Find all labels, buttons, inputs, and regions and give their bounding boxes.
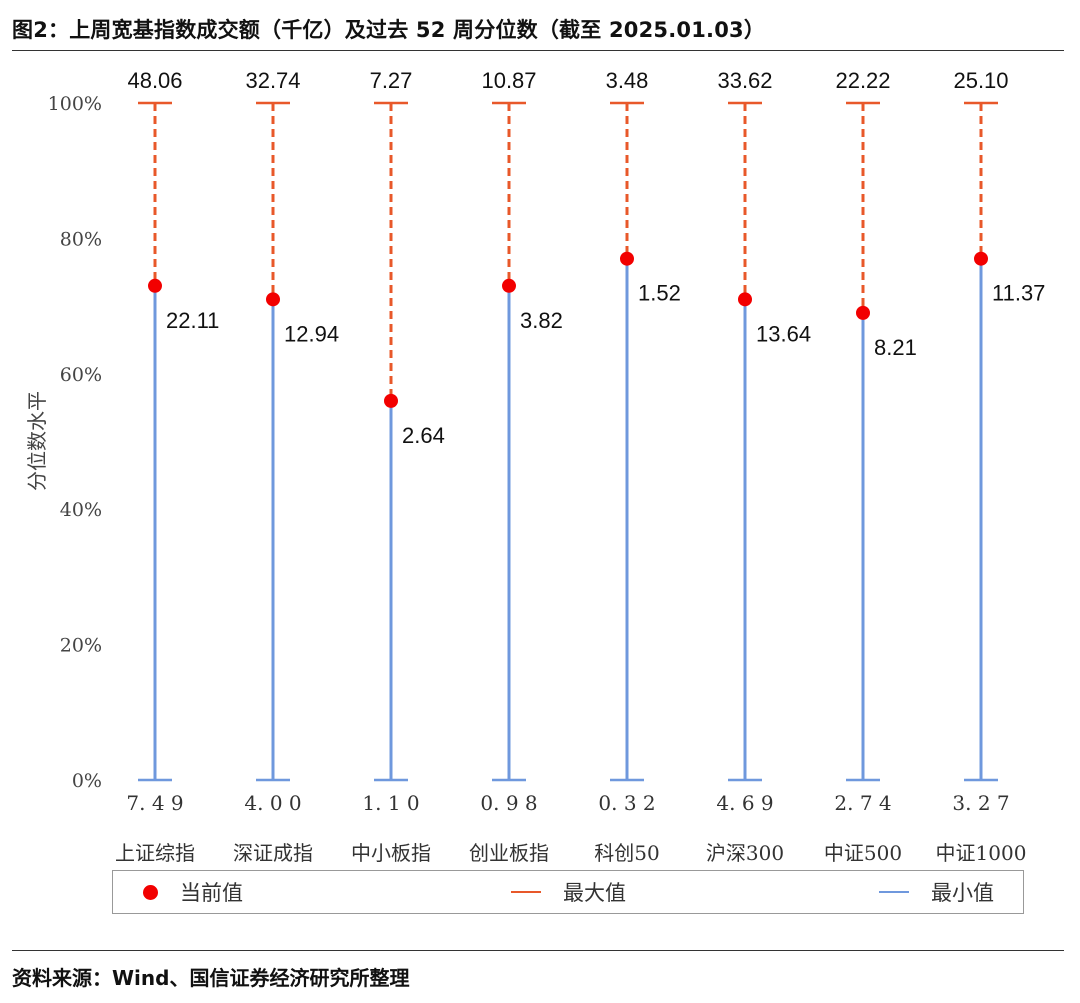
current-point	[266, 292, 280, 307]
y-tick-label: 100%	[48, 93, 102, 115]
min-value-label: 0. 3 2	[598, 791, 655, 815]
category-label: 中证500	[824, 841, 902, 865]
category-label: 科创50	[594, 841, 659, 865]
legend-label-max: 最大值	[563, 881, 626, 905]
category-label: 沪深300	[706, 841, 784, 865]
current-value-label: 11.37	[992, 281, 1045, 306]
figure-title: 图2：上周宽基指数成交额（千亿）及过去 52 周分位数（截至 2025.01.0…	[12, 18, 766, 42]
max-value-label: 33.62	[717, 68, 772, 93]
current-point	[856, 305, 870, 320]
y-axis-label: 分位数水平	[25, 391, 49, 491]
source-rule	[12, 950, 1064, 951]
legend-item-max: 最大值	[511, 871, 626, 913]
max-value-label: 7.27	[370, 68, 413, 93]
legend-item-min: 最小值	[879, 871, 994, 913]
legend: 当前值 最大值 最小值	[112, 870, 1024, 914]
category-label: 深证成指	[233, 841, 313, 865]
current-dot-icon	[143, 884, 158, 900]
current-value-label: 3.82	[520, 308, 563, 333]
current-point	[974, 251, 988, 266]
category-label: 创业板指	[469, 841, 549, 865]
y-axis: 0% 20% 40% 60% 80% 100%	[48, 93, 102, 792]
legend-label-current: 当前值	[180, 881, 243, 905]
y-tick-label: 0%	[72, 770, 102, 792]
current-value-label: 22.11	[166, 308, 219, 333]
min-value-label: 4. 6 9	[716, 791, 773, 815]
current-point	[384, 393, 398, 408]
y-tick-label: 60%	[60, 364, 102, 386]
current-value-label: 13.64	[756, 321, 811, 346]
y-tick-label: 80%	[60, 228, 102, 250]
category-label: 上证综指	[115, 841, 195, 865]
series-layer: 48.06 22.11 7. 4 9 上证综指 32.74 12.94 4. 0 0 深证成指…	[115, 68, 1045, 865]
max-value-label: 22.22	[835, 68, 890, 93]
legend-label-min: 最小值	[931, 881, 994, 905]
current-point	[502, 278, 516, 293]
legend-item-current: 当前值	[143, 871, 243, 913]
min-value-label: 7. 4 9	[126, 791, 183, 815]
min-value-label: 2. 7 4	[834, 791, 891, 815]
title-rule	[12, 50, 1064, 51]
current-value-label: 2.64	[402, 423, 445, 448]
current-point	[738, 292, 752, 307]
category-label: 中证1000	[936, 841, 1027, 865]
max-value-label: 10.87	[481, 68, 536, 93]
source-note: 资料来源：Wind、国信证券经济研究所整理	[12, 966, 410, 990]
category-label: 中小板指	[351, 841, 431, 865]
min-value-label: 4. 0 0	[244, 791, 301, 815]
min-value-label: 0. 9 8	[480, 791, 537, 815]
max-value-label: 25.10	[953, 68, 1008, 93]
max-value-label: 32.74	[245, 68, 300, 93]
y-tick-label: 20%	[60, 635, 102, 657]
y-tick-label: 40%	[60, 499, 102, 521]
min-value-label: 3. 2 7	[952, 791, 1009, 815]
max-dash-icon	[511, 891, 541, 893]
max-value-label: 48.06	[127, 68, 182, 93]
current-value-label: 12.94	[284, 321, 339, 346]
max-value-label: 3.48	[606, 68, 649, 93]
current-value-label: 8.21	[874, 335, 917, 360]
min-line-icon	[879, 891, 909, 893]
current-point	[148, 278, 162, 293]
current-value-label: 1.52	[638, 281, 681, 306]
current-point	[620, 251, 634, 266]
min-value-label: 1. 1 0	[362, 791, 419, 815]
range-chart: 0% 20% 40% 60% 80% 100% 48.06 22.11 7. 4 9 上证综指 3…	[25, 68, 1045, 865]
